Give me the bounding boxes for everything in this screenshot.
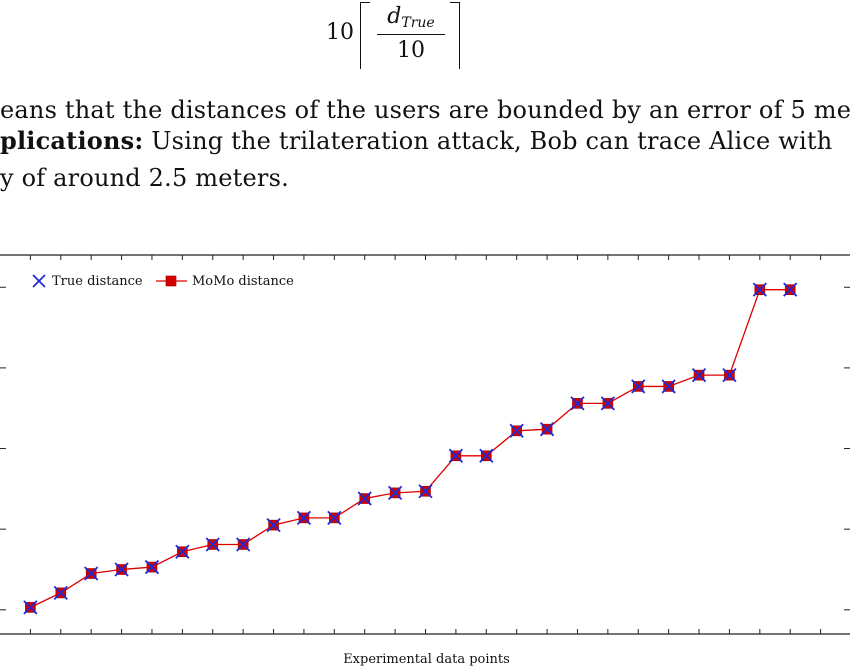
paragraph-text: Using the trilateration attack, Bob can … bbox=[143, 127, 833, 155]
true-distance-point bbox=[448, 448, 464, 463]
true-distance-point bbox=[175, 544, 190, 559]
true-distance-point bbox=[296, 510, 312, 526]
plot-frame bbox=[0, 254, 850, 635]
true-distance-point bbox=[479, 448, 494, 463]
formula-coefficient: 10 bbox=[326, 20, 354, 45]
y-ticks bbox=[0, 286, 850, 611]
true-distance-point bbox=[539, 422, 555, 437]
x-axis-label: Experimental data points bbox=[0, 652, 851, 667]
body-text-line-2: plications: Using the trilateration atta… bbox=[0, 126, 832, 155]
legend: True distance MoMo distance bbox=[32, 274, 294, 289]
x-axis-label-text: Experimental data points bbox=[343, 652, 510, 667]
true-distance-point bbox=[144, 559, 160, 575]
true-distance-point bbox=[266, 518, 281, 533]
ceiling-left-bracket bbox=[360, 2, 370, 69]
true-distance-point bbox=[752, 282, 767, 297]
ceiling-formula: 10 dTrue 10 bbox=[326, 0, 506, 70]
fraction-denominator: 10 bbox=[397, 38, 425, 63]
true-distance-point bbox=[600, 396, 615, 411]
numerator-subscript: True bbox=[401, 15, 435, 31]
series-momo bbox=[25, 284, 796, 613]
true-distance-point bbox=[722, 368, 737, 383]
fraction-bar bbox=[377, 34, 445, 35]
true-distance-point bbox=[661, 379, 676, 394]
formula-fraction: dTrue 10 bbox=[373, 2, 449, 65]
true-distance-point bbox=[509, 423, 524, 438]
true-distance-point bbox=[418, 484, 433, 499]
true-distance-point bbox=[783, 282, 798, 297]
true-distance-point bbox=[236, 537, 251, 552]
true-distance-point bbox=[114, 562, 129, 577]
true-distance-point bbox=[387, 485, 403, 501]
true-distance-point bbox=[84, 566, 99, 581]
true-distance-point bbox=[631, 379, 646, 394]
true-distance-point bbox=[327, 510, 342, 526]
ceiling-right-bracket bbox=[450, 2, 460, 69]
true-distance-point bbox=[570, 396, 585, 411]
momo-distance-line bbox=[30, 289, 791, 608]
true-distance-point bbox=[53, 585, 68, 601]
true-distance-point bbox=[23, 600, 38, 615]
legend-true-icon bbox=[32, 274, 46, 288]
numerator-variable: d bbox=[387, 4, 402, 29]
x-ticks bbox=[29, 255, 822, 634]
distance-comparison-chart: True distance MoMo distance bbox=[0, 254, 850, 635]
legend-true-label: True distance bbox=[52, 274, 143, 289]
legend-momo-icon bbox=[156, 275, 187, 287]
body-text-line-1: eans that the distances of the users are… bbox=[0, 96, 851, 124]
series-true bbox=[23, 282, 798, 615]
body-text-line-3: y of around 2.5 meters. bbox=[0, 164, 289, 192]
fraction-numerator: dTrue bbox=[373, 2, 449, 32]
paragraph-heading: plications: bbox=[0, 126, 144, 155]
true-distance-point bbox=[205, 537, 220, 552]
true-distance-point bbox=[691, 368, 707, 383]
legend-momo-label: MoMo distance bbox=[192, 274, 294, 289]
true-distance-point bbox=[357, 491, 372, 506]
